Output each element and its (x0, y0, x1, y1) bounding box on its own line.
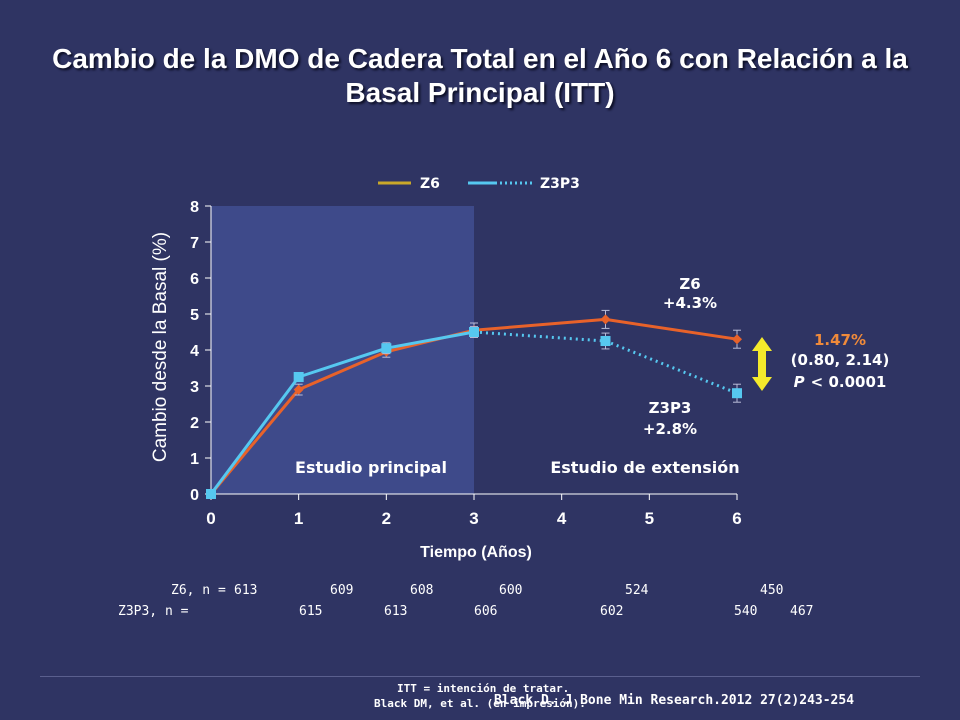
n-row-z3p3-label: Z3P3, n = (118, 604, 189, 619)
series-z3p3-point (600, 336, 611, 346)
n-z3p3-y4: 540 (734, 604, 758, 619)
series-z3p3-point (206, 489, 216, 499)
page-title: Cambio de la DMO de Cadera Total en el A… (52, 43, 908, 108)
y-tick-label: 7 (190, 235, 199, 252)
legend-label-z3p3: Z3P3 (540, 176, 580, 192)
z6-annotation-name: Z6 (679, 275, 700, 293)
n-z3p3-y5: 467 (790, 604, 814, 619)
difference-arrow (752, 337, 772, 391)
y-tick-label: 5 (190, 307, 199, 324)
difference-arrow-shape (752, 337, 772, 391)
x-tick-label: 4 (557, 509, 567, 528)
series-z6-segment (298, 350, 387, 391)
series-z6-point (293, 384, 304, 395)
main-study-region (211, 206, 474, 494)
series-z3p3-point (293, 372, 304, 382)
n-row-z6: Z6, n = 613 609 608 600 524 450 (0, 583, 960, 599)
difference-value: 1.47% (814, 331, 866, 349)
p-symbol: P (794, 373, 805, 391)
series-layer (206, 309, 742, 499)
footer-divider (40, 676, 920, 677)
y-tick-label: 3 (190, 379, 199, 396)
x-tick-label: 2 (382, 509, 391, 528)
legend: Z6 Z3P3 (378, 176, 580, 192)
y-axis-label: Cambio desde la Basal (%) (150, 232, 171, 462)
x-tick-group: 0 1 2 3 4 5 6 (206, 494, 742, 528)
x-tick-label: 5 (645, 509, 654, 528)
z3p3-annotation-name: Z3P3 (649, 399, 692, 417)
footer-source: Black DM, et al. (en impresión). (374, 697, 586, 710)
n-z6-y2: 608 (410, 583, 434, 598)
y-tick-label: 4 (190, 343, 199, 360)
region-label-main: Estudio principal (295, 458, 447, 477)
series-z6-segment (473, 317, 606, 332)
n-z6-y3: 600 (499, 583, 523, 598)
series-z3p3-point (469, 327, 479, 337)
series-z3p3-segment (298, 346, 387, 379)
y-tick-label: 2 (190, 415, 199, 432)
series-z3p3-segment (604, 339, 738, 395)
series-z3p3-segment (209, 376, 300, 495)
difference-ci: (0.80, 2.14) (791, 351, 890, 369)
series-z6-point (600, 314, 611, 325)
x-tick-label: 0 (206, 509, 215, 528)
y-tick-label: 8 (190, 199, 199, 216)
series-z3p3-point (381, 343, 392, 354)
series-z3p3-segment (386, 330, 475, 350)
n-z3p3-y2: 606 (474, 604, 498, 619)
series-z3p3-point (732, 388, 742, 399)
n-row-z6-label: Z6, n = (171, 583, 226, 598)
p-threshold: < 0.0001 (811, 373, 887, 391)
y-tick-label: 0 (190, 487, 199, 504)
n-z3p3-y1: 613 (384, 604, 408, 619)
legend-label-z6: Z6 (420, 176, 440, 192)
footer-itt: ITT = intención de tratar. (397, 682, 570, 695)
n-z3p3-y3: 602 (600, 604, 624, 619)
x-tick-label: 1 (294, 509, 303, 528)
z6-annotation-value: +4.3% (663, 294, 717, 312)
x-tick-label: 6 (732, 509, 741, 528)
series-z6-point (732, 334, 742, 345)
y-tick-label: 6 (190, 271, 199, 288)
z3p3-annotation-value: +2.8% (643, 420, 697, 438)
n-z6-y0: 613 (234, 583, 258, 598)
footer-reference: Black D. J Bone Min Research.2012 27(2)2… (494, 693, 855, 708)
series-z6-segment (605, 317, 738, 341)
n-z3p3-y0: 615 (299, 604, 323, 619)
x-tick-label: 3 (469, 509, 478, 528)
n-z6-y5: 450 (760, 583, 784, 598)
difference-p-value: P < 0.0001 (794, 373, 887, 391)
x-axis-label: Tiempo (Años) (420, 544, 532, 561)
n-z6-y4: 524 (625, 583, 649, 598)
series-z3p3-segment (473, 330, 606, 343)
region-label-extension: Estudio de extensión (550, 458, 739, 477)
n-z6-y1: 609 (330, 583, 354, 598)
y-tick-group: 0 1 2 3 4 5 6 7 8 (190, 199, 211, 504)
y-tick-label: 1 (190, 451, 199, 468)
n-row-z3p3: Z3P3, n = 615 613 606 602 540 467 (0, 604, 960, 620)
